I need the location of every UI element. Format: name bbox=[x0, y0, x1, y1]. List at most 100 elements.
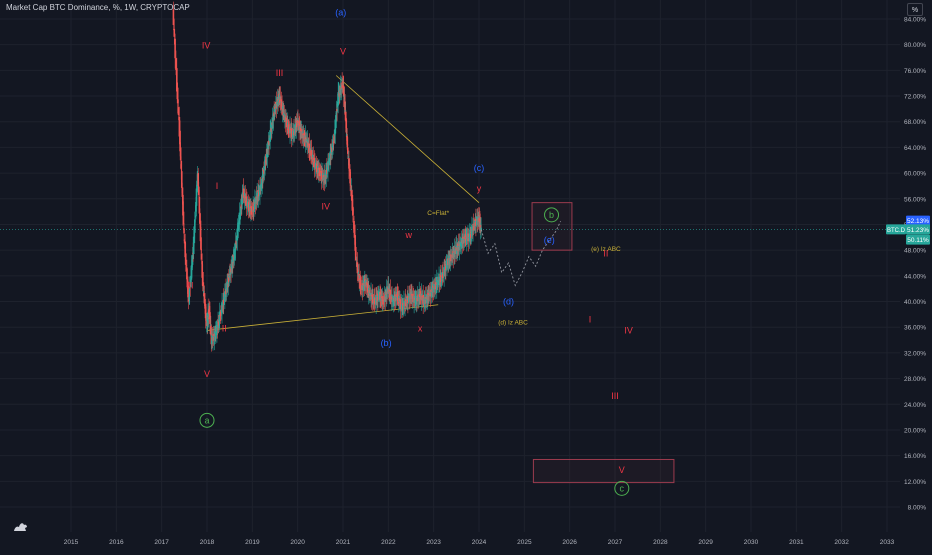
range-boxes bbox=[531, 202, 675, 484]
wave-label: (c) bbox=[474, 163, 485, 173]
wave-label: II bbox=[222, 324, 227, 334]
candle-body bbox=[188, 297, 190, 300]
x-tick-label: 2016 bbox=[109, 539, 124, 546]
y-tick-label: 12.00% bbox=[904, 479, 926, 486]
candle-body bbox=[350, 188, 353, 190]
candle-body bbox=[336, 109, 338, 112]
candle-body bbox=[221, 303, 223, 314]
candle-body bbox=[331, 146, 333, 153]
candle-body bbox=[389, 289, 392, 299]
candle-body bbox=[374, 297, 376, 305]
x-tick-label: 2028 bbox=[653, 539, 668, 546]
wave-circle bbox=[544, 207, 560, 223]
candle-body bbox=[459, 241, 462, 247]
wave-circle bbox=[614, 480, 630, 496]
candle-body bbox=[276, 97, 279, 107]
y-tick-label: 64.00% bbox=[904, 145, 926, 152]
candle-body bbox=[327, 161, 329, 172]
candle-body bbox=[294, 124, 296, 134]
percent-scale-button[interactable]: % bbox=[907, 3, 923, 16]
candle-body bbox=[270, 127, 273, 133]
candle-body bbox=[305, 139, 308, 143]
candle-body bbox=[332, 139, 334, 150]
candle-body bbox=[308, 143, 311, 153]
wave-label: x bbox=[418, 324, 423, 334]
price-label: 50.11% bbox=[907, 237, 929, 244]
candle-body bbox=[179, 147, 182, 161]
candle-body bbox=[471, 227, 473, 237]
candle-body bbox=[347, 156, 350, 158]
candle-body bbox=[384, 294, 387, 301]
candle-body bbox=[279, 96, 282, 103]
tradingview-logo-icon[interactable] bbox=[12, 516, 30, 534]
candle-body bbox=[338, 90, 341, 97]
candle-body bbox=[412, 293, 414, 303]
candle-body bbox=[266, 146, 269, 158]
candle-body bbox=[353, 232, 356, 237]
wave-label: (a) bbox=[335, 8, 346, 18]
candle-body bbox=[358, 273, 360, 281]
candle-body bbox=[184, 253, 187, 262]
y-tick-label: 16.00% bbox=[904, 453, 926, 460]
candle-body bbox=[369, 293, 371, 296]
candle-body bbox=[230, 267, 232, 273]
wave-label: w bbox=[404, 230, 412, 240]
candle-body bbox=[202, 282, 205, 289]
wave-label: IV bbox=[322, 202, 331, 212]
candle-body bbox=[297, 119, 299, 126]
candle-body bbox=[194, 219, 196, 233]
candle-body bbox=[214, 331, 217, 337]
wave-label: V bbox=[619, 465, 625, 475]
candle-body bbox=[396, 291, 399, 301]
wave-label: a bbox=[204, 415, 209, 425]
candle-body bbox=[191, 254, 194, 265]
x-tick-label: 2024 bbox=[472, 539, 487, 546]
candle-body bbox=[199, 213, 201, 223]
candle-body bbox=[260, 184, 262, 190]
candle-body bbox=[447, 258, 449, 266]
y-tick-label: 68.00% bbox=[904, 119, 926, 126]
candle-body bbox=[282, 113, 285, 115]
y-tick-label: 72.00% bbox=[904, 94, 926, 101]
price-series bbox=[172, 1, 482, 352]
x-tick-label: 2017 bbox=[154, 539, 169, 546]
candle-body bbox=[310, 149, 313, 160]
candle-body bbox=[240, 204, 243, 209]
candle-body bbox=[272, 113, 275, 121]
x-tick-label: 2032 bbox=[834, 539, 849, 546]
x-axis: 2015 2016 2017 2018 2019 2020 2021 2022 2023 2024… bbox=[64, 539, 895, 546]
x-tick-label: 2021 bbox=[336, 539, 351, 546]
wave-label: c bbox=[620, 484, 625, 494]
candle-body bbox=[280, 99, 283, 110]
wave-label: (e) bbox=[544, 235, 555, 245]
candle-body bbox=[419, 291, 422, 300]
candle-body bbox=[267, 142, 270, 150]
candle-body bbox=[177, 107, 180, 116]
candle-body bbox=[204, 304, 207, 319]
candle-body bbox=[203, 293, 206, 304]
candle-body bbox=[335, 110, 338, 121]
x-tick-label: 2030 bbox=[744, 539, 759, 546]
gridlines bbox=[0, 0, 900, 532]
candle-body bbox=[382, 296, 384, 305]
candle-body bbox=[176, 87, 179, 104]
candle-body bbox=[225, 288, 227, 295]
price-label-bg bbox=[906, 215, 930, 226]
target-box bbox=[532, 458, 675, 484]
candle-body bbox=[365, 281, 368, 288]
candle-body bbox=[247, 202, 250, 211]
y-tick-label: 48.00% bbox=[904, 248, 926, 255]
candle-body bbox=[252, 204, 255, 211]
candle-body bbox=[217, 320, 220, 326]
candle-body bbox=[445, 263, 447, 271]
candle-body bbox=[212, 333, 215, 341]
candle-body bbox=[422, 295, 424, 304]
y-tick-label: 60.00% bbox=[904, 171, 926, 178]
y-tick-label: 44.00% bbox=[904, 273, 926, 280]
candle-body bbox=[377, 293, 379, 301]
candle-body bbox=[238, 212, 241, 225]
symbol-label: BTC.D bbox=[887, 228, 906, 234]
wave-label: V bbox=[340, 46, 346, 56]
